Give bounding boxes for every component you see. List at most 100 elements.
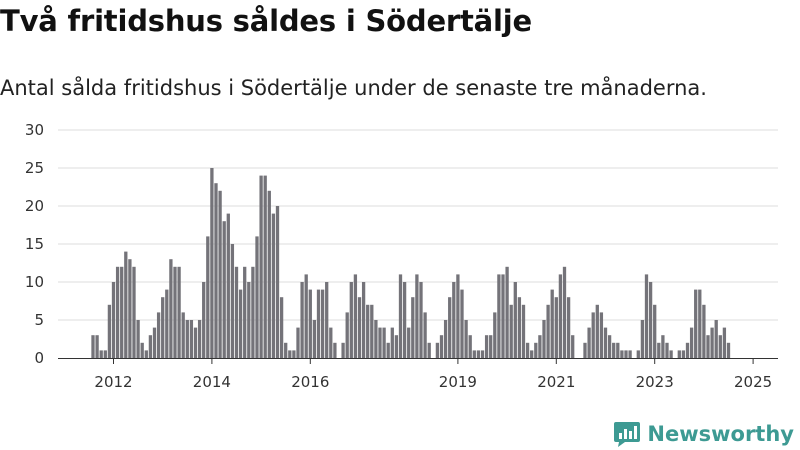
y-tick-label: 0 [34, 349, 44, 367]
bar [452, 282, 456, 358]
bar [521, 304, 526, 358]
bar-annotations: 2 [749, 0, 760, 5]
bar [296, 327, 300, 358]
bar [316, 289, 321, 358]
bar [320, 289, 325, 358]
bar [562, 266, 567, 358]
bar [284, 342, 288, 358]
bar [144, 350, 148, 358]
bar [489, 335, 493, 358]
bars [91, 168, 731, 358]
bar [616, 342, 620, 358]
bar [484, 335, 489, 358]
bar [636, 350, 640, 358]
bar [226, 213, 230, 358]
bar [468, 335, 472, 358]
bar [234, 266, 239, 358]
bar [530, 350, 534, 358]
bar [402, 282, 407, 358]
bar [505, 266, 509, 358]
bar [304, 274, 308, 358]
bar [99, 350, 103, 358]
bar [718, 335, 722, 358]
bar [238, 289, 243, 358]
bar [230, 244, 235, 358]
bar [103, 350, 107, 358]
x-tick-label: 2023 [636, 373, 674, 391]
bar [423, 312, 427, 358]
bar [419, 282, 423, 358]
bar [173, 266, 177, 358]
bar [267, 190, 271, 358]
bar [148, 335, 153, 358]
brand-name: Newsworthy [647, 422, 794, 446]
bar [435, 342, 440, 358]
bar [247, 282, 251, 358]
bar [357, 297, 362, 358]
bar [456, 274, 460, 358]
bar [345, 312, 349, 358]
bar [165, 289, 169, 358]
y-tick-label: 25 [25, 159, 44, 177]
x-tick-label: 2012 [94, 373, 132, 391]
bar [653, 304, 657, 358]
bar [222, 221, 226, 358]
bar [370, 304, 374, 358]
bar [702, 304, 706, 358]
x-tick-label: 2019 [439, 373, 477, 391]
bar [288, 350, 292, 358]
bar [534, 342, 538, 358]
bar [386, 342, 390, 358]
bar [657, 342, 661, 358]
bar [243, 266, 247, 358]
bar [349, 282, 353, 358]
bar [411, 297, 415, 358]
bar [640, 320, 645, 358]
x-axis-ticks: 2012 2014 2016 2019 2021 2023 2025 [94, 358, 772, 391]
bar [115, 266, 120, 358]
y-tick-label: 5 [34, 311, 44, 329]
bar [681, 350, 686, 358]
bar [259, 175, 263, 358]
bar [251, 266, 255, 358]
bar [398, 274, 403, 358]
bar [279, 297, 284, 358]
bar [607, 335, 612, 358]
x-tick-label: 2016 [291, 373, 329, 391]
bar [271, 213, 276, 358]
bar [538, 335, 542, 358]
bar [292, 350, 296, 358]
bar [448, 297, 452, 358]
bar [493, 312, 497, 358]
bar [644, 274, 649, 358]
bar-value-label: 2 [749, 0, 760, 5]
bar [95, 335, 99, 358]
bar [333, 342, 337, 358]
bar [202, 282, 206, 358]
bar [599, 312, 604, 358]
brand-logo: Newsworthy [613, 420, 794, 448]
bar [427, 342, 431, 358]
bar [415, 274, 419, 358]
bar [661, 335, 665, 358]
bar [390, 327, 394, 358]
chart-subtitle: Antal sålda fritidshus i Södertälje unde… [0, 76, 707, 100]
bar [714, 320, 718, 358]
x-tick-label: 2014 [193, 373, 231, 391]
bar [513, 282, 517, 358]
bar [329, 327, 333, 358]
bar [558, 274, 563, 358]
bar [107, 304, 112, 358]
bar [501, 274, 505, 358]
bar [480, 350, 485, 358]
bar [374, 320, 378, 358]
bar [665, 342, 669, 358]
bar [218, 190, 222, 358]
y-tick-label: 15 [25, 235, 44, 253]
bar [255, 236, 259, 358]
bar [710, 327, 714, 358]
bar [91, 335, 95, 358]
bar [308, 289, 312, 358]
bar [677, 350, 681, 358]
bar [566, 297, 571, 358]
